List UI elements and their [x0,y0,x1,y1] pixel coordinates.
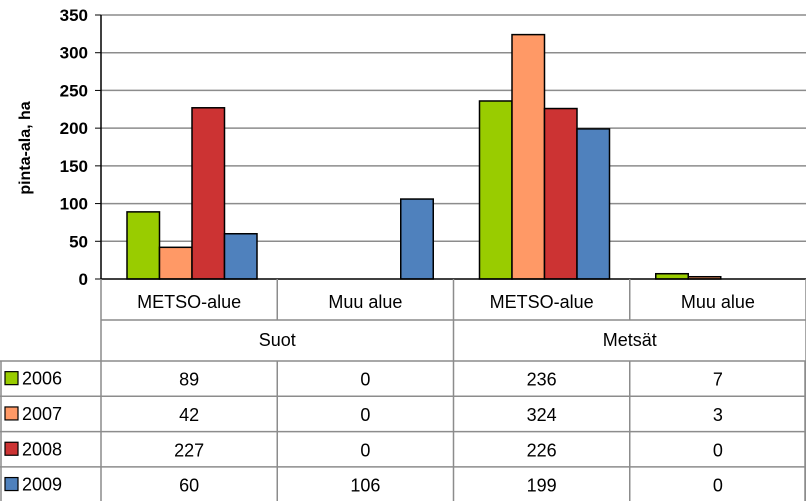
y-tick-label: 250 [60,81,88,100]
bar-2009-3 [576,128,611,280]
bar-2006-4 [655,272,689,280]
y-tick-label: 50 [69,232,88,251]
legend-key-2007 [4,406,19,421]
table-cell-value: 42 [179,405,199,425]
table-cell-value: 236 [527,370,557,390]
y-tick-label: 300 [60,44,88,63]
table-cell-value: 3 [713,405,723,425]
y-tick-label: 150 [60,157,88,176]
legend-label: 2009 [22,475,62,495]
group-label: Metsät [603,330,657,350]
legend-key-2006 [4,371,19,386]
legend-key-2009 [4,476,19,492]
table-cell-value: 0 [713,476,723,496]
bar-2007-3 [511,33,546,280]
bars [126,33,722,280]
bar-2006-1 [126,211,161,280]
data-table: METSO-alue Muu alue METSO-alue Muu alue Suot… [0,279,806,501]
legend-key-2008 [4,441,19,456]
table-cell-value: 324 [527,405,557,425]
table-cell-value: 226 [527,440,557,460]
table-cell-value: 0 [360,370,370,390]
table-cell-value: 227 [174,440,204,460]
y-tick-label: 350 [60,6,88,25]
bar-2009-1 [223,232,258,280]
bar-2009-2 [400,198,434,280]
table-cell-value: 89 [179,370,199,390]
table-cell-value: 7 [713,370,723,390]
category-label: METSO-alue [137,292,241,312]
table-cell-value: 60 [179,476,199,496]
y-tick-labels: 0 50 100 150 200 250 300 350 [60,6,88,289]
y-tick-label: 0 [79,270,88,289]
legend-label: 2006 [22,369,62,389]
category-label: METSO-alue [490,292,594,312]
legend-label: 2008 [22,439,62,459]
legend-label: 2007 [22,404,62,424]
category-label: Muu alue [681,292,755,312]
group-label: Suot [259,330,296,350]
table-cell-value: 0 [360,405,370,425]
table-cell-value: 0 [360,440,370,460]
table-cell-value: 106 [350,476,380,496]
category-label: Muu alue [328,292,402,312]
bar-2008-1 [191,107,226,280]
bar-2008-3 [543,107,578,280]
y-tick-label: 100 [60,195,88,214]
bar-2006-3 [478,100,513,280]
y-axis-label: pinta-ala, ha [17,101,34,194]
y-tick-label: 200 [60,119,88,138]
table-cell-value: 199 [527,476,557,496]
table-cell-value: 0 [713,440,723,460]
bar-2007-1 [158,246,193,280]
